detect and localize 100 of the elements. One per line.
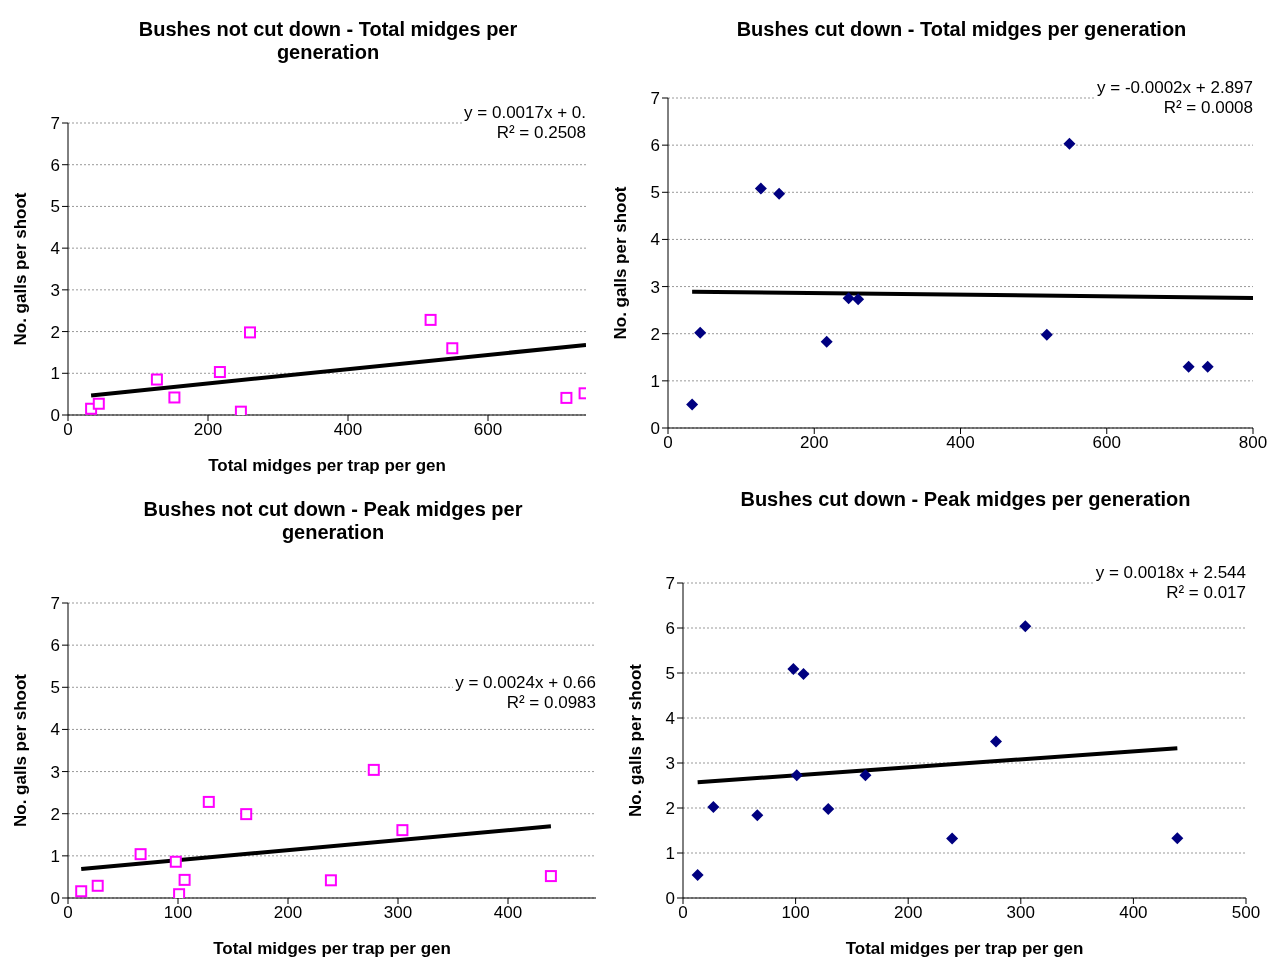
point	[150, 373, 163, 386]
x-tick-label: 400	[946, 433, 975, 453]
y-tick-label: 1	[650, 371, 660, 391]
y-tick-label: 1	[50, 364, 60, 384]
point	[92, 397, 105, 410]
point	[773, 187, 786, 200]
point	[1040, 328, 1053, 341]
annotation: R² = 0.017	[1165, 583, 1246, 603]
y-tick-label: 6	[50, 636, 60, 656]
y-tick-label: 2	[50, 804, 60, 824]
x-tick-label: 100	[163, 903, 193, 923]
text: y = -0.0002x + 2.897	[1097, 78, 1253, 98]
point	[367, 763, 380, 776]
x-tick-label: 400	[333, 420, 363, 440]
point	[178, 873, 191, 886]
point	[1182, 360, 1195, 373]
x-axis-title: Total midges per trap per gen	[845, 939, 1084, 958]
annotation: R² = 0.0983	[505, 693, 596, 713]
y-axis-title: No. galls per shoot	[611, 186, 631, 340]
y-tick-label: 7	[50, 114, 60, 134]
x-tick-label: 800	[1238, 433, 1268, 453]
y-tick-label: 6	[665, 619, 675, 639]
point	[1201, 360, 1214, 373]
point	[859, 769, 872, 782]
point	[424, 313, 437, 326]
point	[990, 735, 1003, 748]
point	[842, 292, 855, 305]
y-tick-label: 2	[50, 322, 60, 342]
point	[754, 182, 767, 195]
point	[820, 335, 833, 348]
point	[1063, 137, 1076, 150]
point	[694, 326, 707, 339]
point	[751, 809, 764, 822]
point	[173, 888, 186, 898]
point	[544, 870, 557, 883]
y-tick-label: 5	[50, 197, 60, 217]
y-tick-label: 2	[650, 324, 660, 344]
y-tick-label: 6	[650, 136, 660, 156]
chart-title: Bushes cut down - Total midges per generation	[735, 18, 1188, 41]
y-tick-label: 4	[650, 230, 660, 250]
x-tick-label: 400	[493, 903, 523, 923]
y-tick-label: 5	[50, 678, 60, 698]
y-tick-label: 3	[665, 754, 675, 774]
chart-title: Bushes not cut down - Peak midges per generation	[142, 498, 524, 544]
x-tick-label: 500	[1231, 903, 1261, 923]
text: y = 0.0017x + 0.	[464, 103, 586, 123]
x-tick-label: 200	[193, 420, 223, 440]
text: y = 0.0018x + 2.544	[1095, 563, 1246, 583]
y-tick-label: 0	[50, 406, 60, 426]
annotation: R² = 0.0008	[1162, 98, 1253, 118]
y-tick-label: 7	[650, 89, 660, 109]
y-tick-label: 3	[50, 280, 60, 300]
x-tick-label: 200	[894, 903, 923, 923]
x-tick-label: 300	[383, 903, 413, 923]
y-tick-label: 1	[665, 844, 675, 864]
y-tick-label: 0	[50, 889, 60, 909]
point	[240, 808, 253, 821]
y-axis-title: No. galls per shoot	[11, 673, 31, 828]
y-tick-label: 6	[50, 155, 60, 175]
point	[787, 662, 800, 675]
chart-title: Bushes not cut down - Total midges per generation	[137, 18, 519, 64]
x-axis-title: Total midges per trap per gen	[208, 456, 446, 475]
x-tick-label: 300	[1006, 903, 1035, 923]
point	[1171, 832, 1184, 845]
point	[202, 795, 215, 808]
point	[946, 832, 959, 845]
point	[691, 869, 704, 882]
y-tick-label: 3	[650, 277, 660, 297]
x-tick-label: 200	[800, 433, 829, 453]
y-tick-label: 7	[665, 574, 675, 594]
point	[686, 398, 699, 411]
point	[790, 769, 803, 782]
y-axis-title: No. galls per shoot	[626, 663, 646, 818]
point	[134, 848, 147, 861]
point	[234, 405, 247, 415]
y-tick-label: 4	[50, 239, 60, 259]
y-tick-label: 5	[665, 664, 675, 684]
point	[75, 885, 88, 898]
y-tick-label: 3	[50, 762, 60, 782]
y-tick-label: 4	[50, 720, 60, 740]
chart-title: Bushes cut down - Peak midges per generation	[739, 488, 1192, 511]
y-tick-label: 4	[665, 709, 675, 729]
point	[797, 667, 810, 680]
point	[1019, 620, 1032, 633]
y-tick-label: 1	[50, 846, 60, 866]
point	[169, 855, 182, 868]
point	[91, 879, 104, 892]
x-tick-label: 400	[1119, 903, 1148, 923]
annotation: R² = 0.2508	[495, 123, 586, 143]
point	[396, 824, 409, 837]
point	[244, 326, 256, 339]
point	[822, 802, 835, 815]
y-tick-label: 5	[650, 183, 660, 203]
point	[324, 874, 337, 887]
y-axis-title: No. galls per shoot	[11, 192, 31, 346]
point	[560, 391, 573, 404]
x-tick-label: 200	[273, 903, 303, 923]
x-tick-label: 0	[63, 420, 73, 440]
x-tick-label: 0	[63, 903, 73, 923]
x-tick-label: 100	[781, 903, 810, 923]
